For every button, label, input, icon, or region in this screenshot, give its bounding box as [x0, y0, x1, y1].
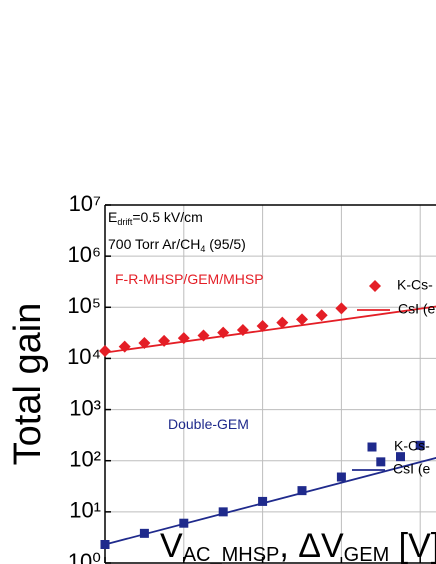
legend-label: K-Cs-: [394, 438, 430, 454]
annotation-text: Double-GEM: [168, 416, 249, 432]
annotation: F-R-MHSP/GEM/MHSP: [115, 271, 264, 287]
point: [335, 302, 348, 315]
y-tick-label: 10⁴: [67, 344, 101, 369]
point: [415, 440, 425, 450]
x-axis-label-part: GEM: [344, 544, 390, 564]
y-tick-label: 10¹: [69, 498, 101, 523]
annotation-text: =0.5 kV/cm: [132, 209, 202, 225]
x-axis-label-part: , ΔV: [279, 527, 344, 564]
annotation-sub: drift: [117, 217, 133, 227]
y-tick-label: 10⁵: [67, 293, 101, 318]
point: [296, 313, 308, 326]
x-axis-label: VAC_MHSP, ΔVGEM [V]: [160, 527, 436, 564]
y-tick-label: 10⁰: [68, 549, 101, 564]
y-tick-label: 10⁷: [69, 191, 101, 216]
annotation: 700 Torr Ar/CH4 (95/5): [108, 236, 246, 255]
point: [396, 452, 405, 462]
y-tick-label: 10⁶: [67, 242, 101, 267]
annotation: Edrift=0.5 kV/cm: [108, 209, 203, 228]
annotation: Double-GEM: [168, 416, 249, 432]
point: [315, 309, 328, 322]
fit-line: [104, 456, 436, 546]
point: [218, 507, 228, 517]
point: [336, 472, 346, 482]
x-axis-label-part: [V]: [389, 527, 436, 564]
y-axis-label: Total gain: [7, 303, 49, 466]
point: [258, 496, 268, 506]
x-axis-label-part: AC_MHSP: [183, 544, 280, 564]
point: [297, 486, 307, 496]
legend-marker: [367, 442, 377, 452]
y-tick-label: 10²: [69, 447, 101, 472]
annotation-text: F-R-MHSP/GEM/MHSP: [115, 271, 264, 287]
fit-line: [104, 305, 436, 354]
annotation-text: E: [108, 209, 117, 225]
point: [376, 457, 386, 467]
annotation-text: (95/5): [205, 236, 245, 252]
annotation-sub: 4: [200, 244, 205, 254]
point: [256, 320, 269, 333]
point: [276, 316, 289, 329]
legend-label: K-Cs-: [397, 277, 433, 293]
legend-marker: [369, 280, 381, 292]
point: [99, 344, 111, 357]
x-axis-label-part: V: [160, 527, 183, 564]
annotation-text: 700 Torr Ar/CH: [108, 236, 200, 252]
y-tick-label: 10³: [69, 395, 101, 420]
legend-label: CsI (e: [393, 461, 431, 477]
legend-label: CsI (e: [398, 301, 436, 317]
